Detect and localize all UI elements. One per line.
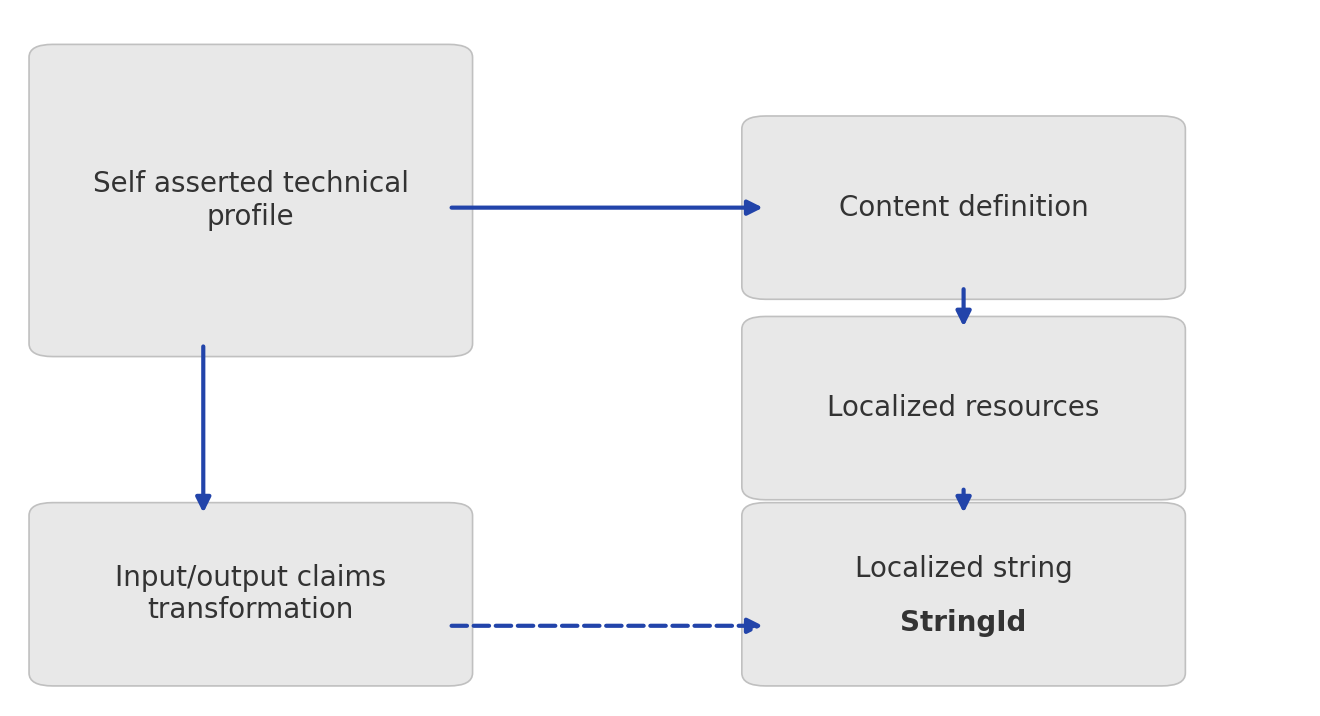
FancyBboxPatch shape: [742, 116, 1185, 299]
Text: Localized string: Localized string: [855, 555, 1072, 584]
Text: Input/output claims
transformation: Input/output claims transformation: [115, 564, 387, 624]
FancyBboxPatch shape: [742, 503, 1185, 686]
Text: Self asserted technical
profile: Self asserted technical profile: [92, 170, 409, 231]
Text: StringId: StringId: [900, 609, 1027, 637]
FancyBboxPatch shape: [742, 316, 1185, 500]
Text: Content definition: Content definition: [838, 193, 1089, 222]
Text: Localized resources: Localized resources: [828, 394, 1100, 422]
FancyBboxPatch shape: [29, 503, 473, 686]
FancyBboxPatch shape: [29, 44, 473, 357]
